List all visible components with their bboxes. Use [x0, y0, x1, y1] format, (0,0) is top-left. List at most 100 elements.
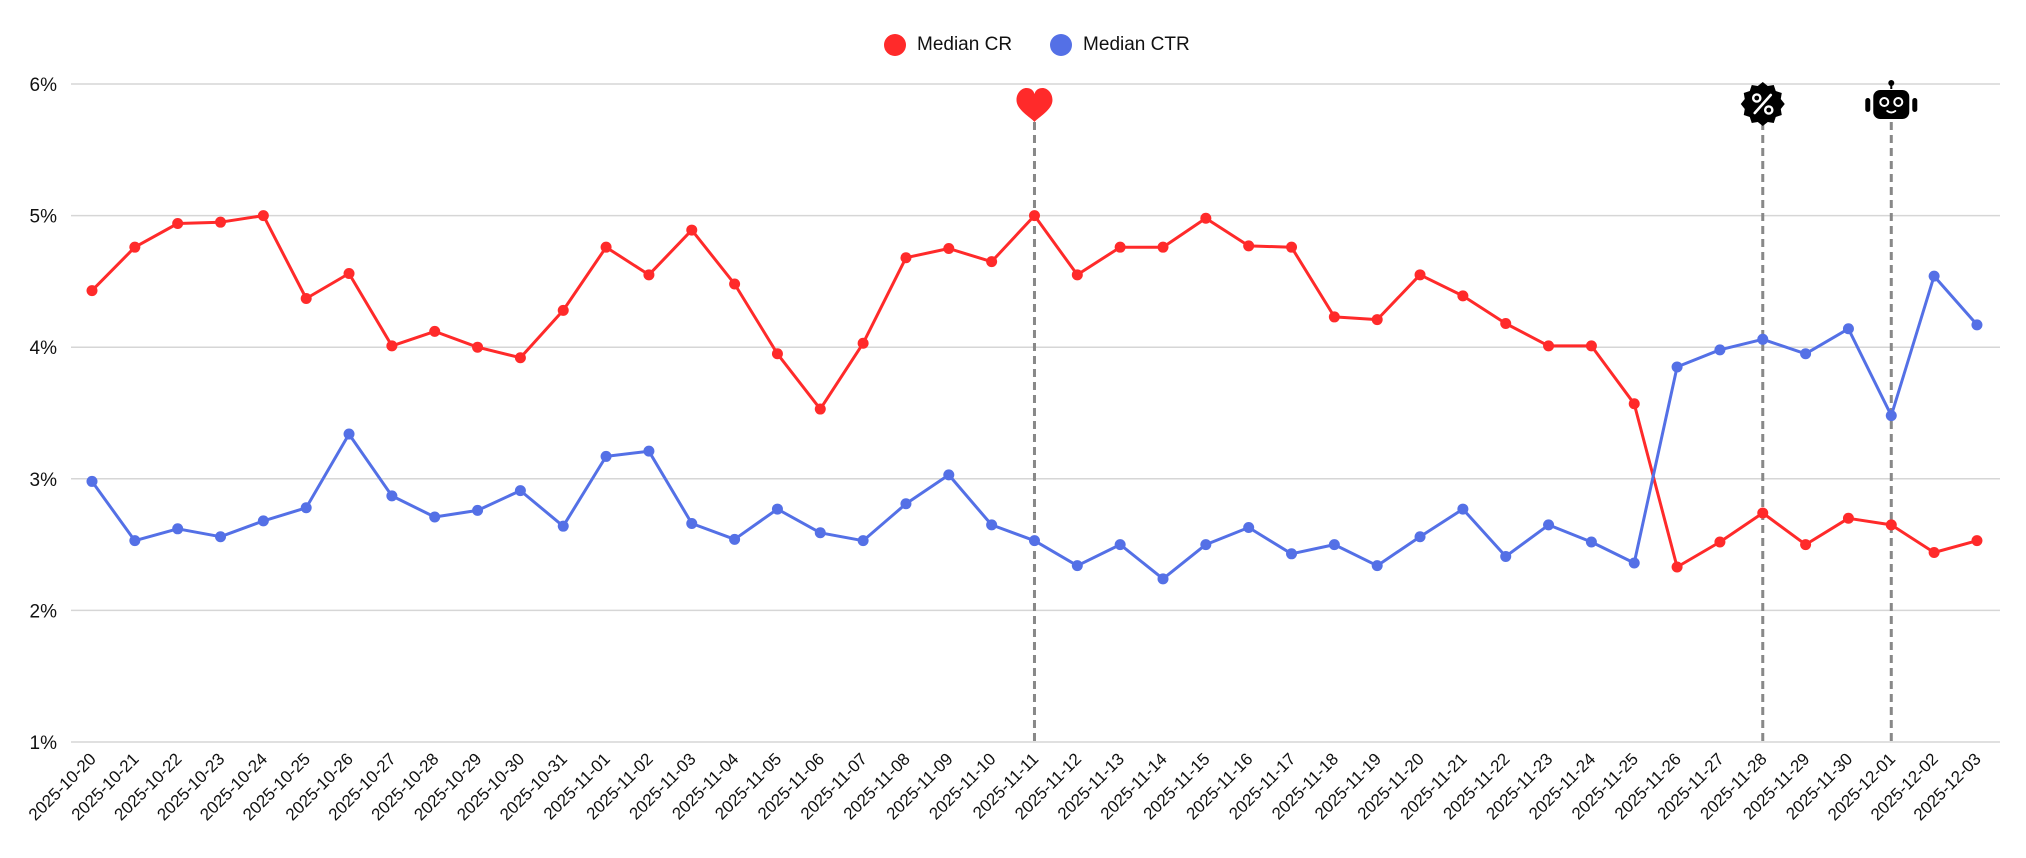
data-point[interactable] [257, 515, 269, 527]
data-point[interactable] [1114, 241, 1126, 253]
data-point[interactable] [643, 445, 655, 457]
data-point[interactable] [472, 341, 484, 353]
data-point[interactable] [729, 533, 741, 545]
data-point[interactable] [343, 268, 355, 280]
data-point[interactable] [900, 252, 912, 264]
data-point[interactable] [1500, 318, 1512, 330]
robot-icon [1865, 80, 1918, 119]
legend-item-median-ctr[interactable]: Median CTR [1050, 34, 1190, 56]
data-point[interactable] [686, 224, 698, 236]
data-point[interactable] [1842, 323, 1854, 335]
data-point[interactable] [557, 520, 569, 532]
data-point[interactable] [943, 243, 955, 254]
data-point[interactable] [300, 293, 312, 305]
data-point[interactable] [1842, 512, 1854, 524]
y-tick-label: 1% [30, 733, 58, 754]
data-point[interactable] [686, 518, 698, 530]
data-point[interactable] [215, 216, 227, 228]
data-point[interactable] [1585, 536, 1597, 548]
data-point[interactable] [300, 502, 312, 514]
data-point[interactable] [343, 428, 355, 440]
data-point[interactable] [1500, 550, 1512, 562]
data-point[interactable] [1628, 557, 1640, 569]
data-point[interactable] [1757, 507, 1769, 519]
data-point[interactable] [729, 278, 741, 290]
data-point[interactable] [1543, 340, 1555, 352]
data-point[interactable] [1800, 348, 1812, 360]
data-point[interactable] [557, 304, 569, 316]
data-point[interactable] [600, 241, 612, 253]
data-point[interactable] [1457, 290, 1469, 302]
data-point[interactable] [1671, 561, 1683, 573]
data-point[interactable] [215, 531, 227, 543]
data-point[interactable] [1885, 410, 1897, 422]
data-point[interactable] [1371, 314, 1383, 326]
data-point[interactable] [1328, 539, 1340, 551]
data-point[interactable] [814, 403, 826, 415]
data-point[interactable] [172, 523, 184, 535]
data-point[interactable] [771, 348, 783, 360]
legend-label: Median CR [917, 34, 1013, 55]
data-point[interactable] [1243, 521, 1255, 533]
data-point[interactable] [1157, 241, 1169, 253]
y-tick-label: 3% [30, 470, 58, 491]
data-point[interactable] [986, 519, 998, 531]
y-axis: 1% 2% 3% 4% 5% 6% [30, 75, 58, 754]
data-point[interactable] [429, 511, 441, 523]
data-point[interactable] [1071, 560, 1083, 572]
data-point[interactable] [129, 535, 141, 547]
data-point[interactable] [771, 503, 783, 515]
data-point[interactable] [1885, 519, 1897, 531]
data-point[interactable] [1286, 548, 1298, 560]
data-point[interactable] [1114, 539, 1126, 551]
data-point[interactable] [1971, 319, 1983, 331]
data-point[interactable] [1714, 536, 1726, 548]
data-point[interactable] [1157, 573, 1169, 585]
data-point[interactable] [1757, 333, 1769, 345]
data-point[interactable] [86, 475, 98, 487]
data-point[interactable] [1714, 344, 1726, 356]
x-axis: 2025-10-202025-10-212025-10-222025-10-23… [25, 749, 1985, 824]
data-point[interactable] [1371, 560, 1383, 572]
data-point[interactable] [1286, 241, 1298, 253]
data-point[interactable] [1071, 269, 1083, 281]
data-point[interactable] [429, 325, 441, 337]
data-point[interactable] [1414, 531, 1426, 543]
data-point[interactable] [857, 337, 869, 349]
data-point[interactable] [1200, 212, 1212, 224]
data-point[interactable] [1328, 311, 1340, 323]
data-point[interactable] [514, 352, 526, 364]
data-point[interactable] [900, 498, 912, 510]
data-point[interactable] [1971, 535, 1983, 547]
data-point[interactable] [1628, 398, 1640, 410]
data-point[interactable] [1028, 535, 1040, 547]
legend-item-median-cr[interactable]: Median CR [884, 34, 1012, 56]
data-point[interactable] [814, 527, 826, 539]
data-point[interactable] [514, 485, 526, 497]
data-point[interactable] [1543, 519, 1555, 531]
data-point[interactable] [1928, 546, 1940, 558]
data-point[interactable] [86, 285, 98, 297]
data-point[interactable] [1200, 539, 1212, 551]
data-point[interactable] [386, 340, 398, 352]
data-point[interactable] [943, 469, 955, 481]
data-point[interactable] [257, 210, 269, 222]
data-point[interactable] [129, 241, 141, 253]
data-point[interactable] [1585, 340, 1597, 352]
data-point[interactable] [386, 490, 398, 502]
data-point[interactable] [1243, 240, 1255, 252]
data-point[interactable] [1800, 539, 1812, 551]
data-point[interactable] [600, 450, 612, 462]
data-point[interactable] [1928, 270, 1940, 282]
data-point[interactable] [472, 504, 484, 516]
data-point[interactable] [172, 217, 184, 229]
data-point[interactable] [1028, 210, 1040, 222]
data-point[interactable] [643, 269, 655, 281]
data-point[interactable] [1414, 269, 1426, 281]
legend-label: Median CTR [1083, 34, 1190, 55]
data-point[interactable] [986, 256, 998, 268]
data-point[interactable] [1671, 361, 1683, 373]
data-point[interactable] [1457, 503, 1469, 515]
data-point[interactable] [857, 535, 869, 547]
